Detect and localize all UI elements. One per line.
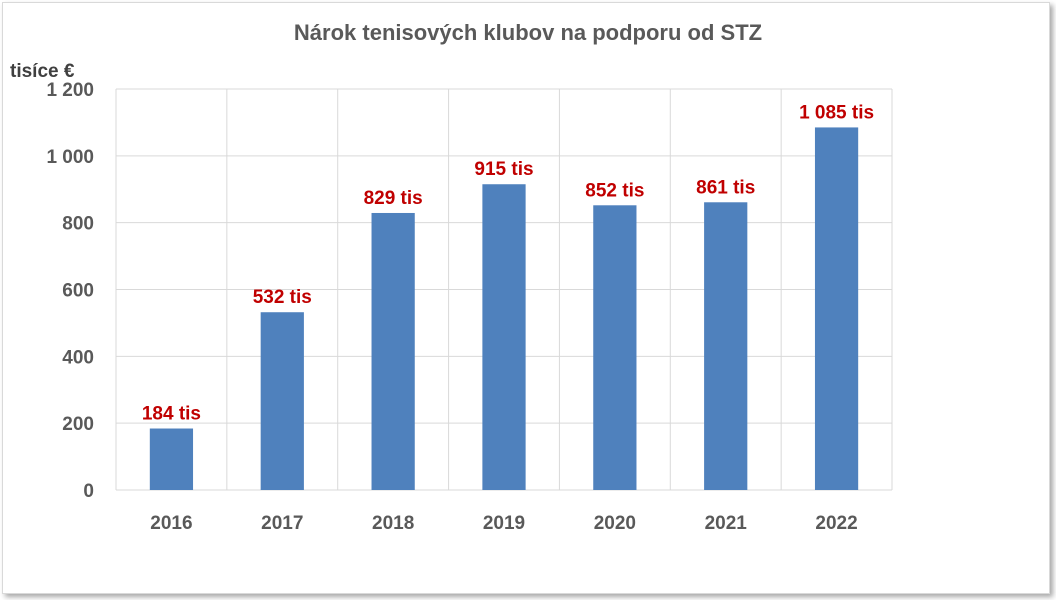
- data-label-2018: 829 tis: [364, 188, 423, 209]
- chart-title: Nárok tenisových klubov na podporu od ST…: [294, 20, 762, 45]
- x-tick-label: 2022: [815, 513, 857, 534]
- x-axis-ticks: 2016 2017 2018 2019 2020 2021 2022: [150, 513, 857, 534]
- x-tick-label: 2021: [705, 513, 748, 534]
- y-axis-ticks: 0 200 400 600 800 1 000 1 200: [46, 80, 94, 502]
- y-tick-label: 600: [62, 281, 94, 302]
- bar-2018: [371, 212, 415, 490]
- bar-2017: [260, 312, 304, 490]
- data-label-2020: 852 tis: [585, 180, 644, 201]
- x-tick-label: 2020: [594, 513, 636, 534]
- x-tick-label: 2017: [261, 513, 303, 534]
- gridlines: [115, 88, 893, 491]
- x-tick-label: 2016: [150, 513, 192, 534]
- bar-2019: [482, 184, 526, 491]
- data-label-2022: 1 085 tis: [799, 102, 874, 123]
- x-tick-label: 2018: [372, 513, 414, 534]
- y-tick-label: 800: [62, 214, 94, 235]
- data-label-2017: 532 tis: [253, 287, 312, 308]
- y-tick-label: 1 000: [46, 147, 94, 168]
- bar-2016: [149, 428, 194, 490]
- x-tick-label: 2019: [483, 513, 525, 534]
- bar-2021: [704, 202, 748, 490]
- y-tick-label: 0: [83, 481, 94, 502]
- chart-frame: [2, 2, 1050, 594]
- bar-2020: [593, 205, 637, 491]
- bar-2022: [814, 127, 859, 490]
- y-tick-label: 200: [62, 414, 94, 435]
- data-label-2021: 861 tis: [696, 177, 755, 198]
- y-axis-unit-label: tisíce €: [10, 61, 75, 82]
- data-label-2016: 184 tis: [142, 404, 201, 425]
- data-labels: 184 tis 532 tis 829 tis 915 tis 852 tis 861 t…: [142, 102, 874, 424]
- y-tick-label: 1 200: [46, 80, 94, 101]
- bars: [149, 127, 859, 491]
- data-label-2019: 915 tis: [474, 159, 533, 180]
- y-tick-label: 400: [62, 347, 94, 368]
